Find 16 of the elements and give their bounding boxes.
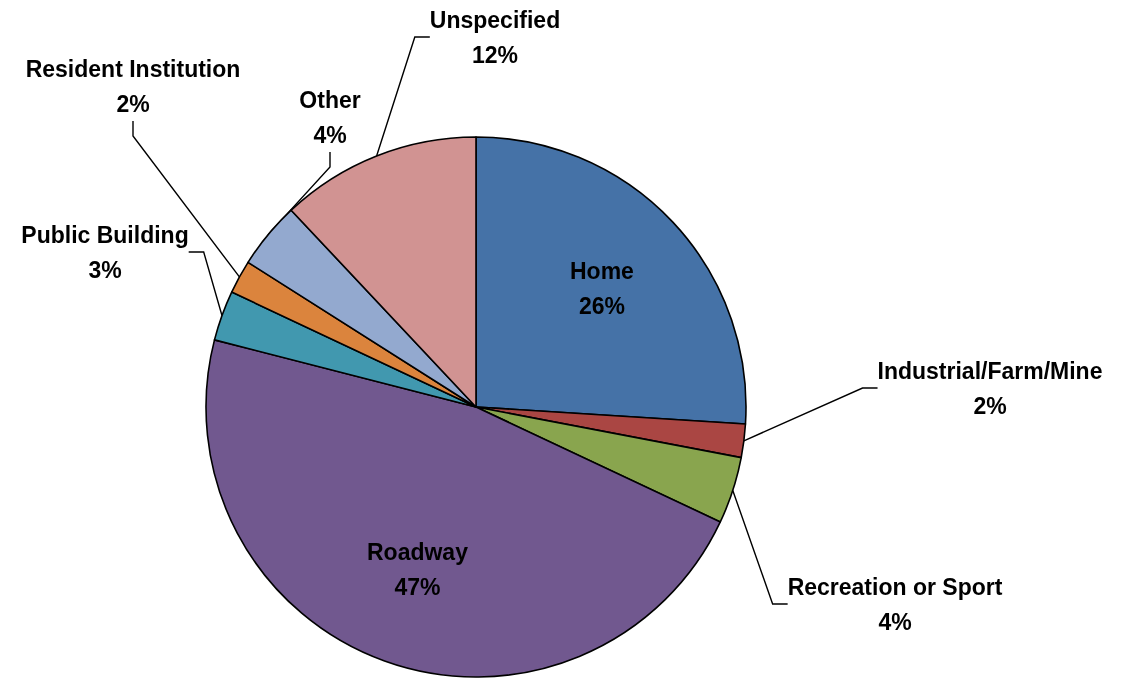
slice-label: Recreation or Sport	[787, 573, 1003, 600]
slice-label: Other	[299, 86, 361, 113]
slice-label: Industrial/Farm/Mine	[877, 357, 1103, 384]
slice-label: Roadway	[366, 539, 469, 566]
slice-label: Public Building	[21, 221, 189, 248]
data-label: 47%	[394, 574, 441, 601]
data-label: 4%	[878, 608, 912, 635]
slice-label: Home	[570, 258, 634, 285]
slice-label: Resident Institution	[25, 55, 241, 82]
slice-label: Unspecified	[429, 6, 561, 33]
data-label: 26%	[578, 293, 625, 320]
data-label: 3%	[88, 256, 122, 283]
data-label: 4%	[313, 121, 347, 148]
data-label: 2%	[973, 392, 1007, 419]
data-label: 12%	[471, 41, 519, 68]
data-label: 2%	[116, 90, 150, 117]
